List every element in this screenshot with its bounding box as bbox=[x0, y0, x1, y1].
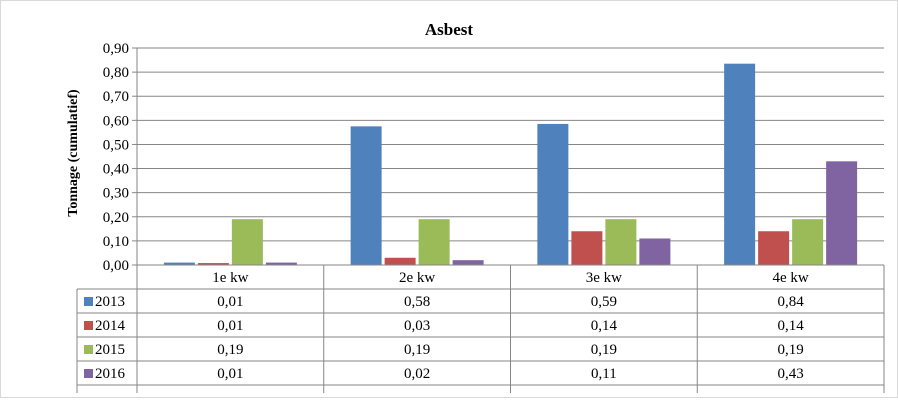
x-category-label: 3e kw bbox=[586, 270, 622, 286]
legend-swatch bbox=[84, 369, 93, 378]
y-tick-label: 0,40 bbox=[103, 162, 129, 178]
data-value-label: 0,19 bbox=[404, 342, 430, 358]
y-tick-label: 0,60 bbox=[103, 113, 129, 129]
bar bbox=[418, 219, 450, 265]
data-value-label: 0,58 bbox=[404, 294, 430, 310]
legend-swatch bbox=[84, 297, 93, 306]
y-axis-label: Tonnage (cumulatief) bbox=[66, 89, 81, 217]
data-value-label: 0,03 bbox=[404, 318, 430, 334]
y-tick-label: 0,20 bbox=[103, 210, 129, 226]
bar bbox=[639, 238, 671, 265]
y-tick-label: 0,30 bbox=[103, 186, 129, 202]
data-value-label: 0,19 bbox=[591, 342, 617, 358]
bar bbox=[452, 260, 484, 265]
x-category-label: 4e kw bbox=[773, 270, 809, 286]
data-value-label: 0,19 bbox=[778, 342, 804, 358]
bar bbox=[265, 262, 297, 265]
bar bbox=[826, 161, 858, 265]
data-value-label: 0,59 bbox=[591, 294, 617, 310]
bar bbox=[163, 262, 195, 265]
data-value-label: 0,14 bbox=[778, 318, 805, 334]
legend-label: 2014 bbox=[95, 318, 126, 334]
data-value-label: 0,01 bbox=[217, 366, 243, 382]
bar bbox=[537, 123, 569, 265]
legend-label: 2016 bbox=[95, 366, 126, 382]
legend-label: 2013 bbox=[95, 294, 125, 310]
y-tick-label: 0,10 bbox=[103, 234, 129, 250]
y-tick-label: 0,50 bbox=[103, 137, 129, 153]
bar bbox=[758, 231, 790, 265]
bars bbox=[163, 63, 858, 265]
data-value-label: 0,01 bbox=[217, 318, 243, 334]
bar bbox=[605, 219, 637, 265]
data-value-label: 0,11 bbox=[591, 366, 617, 382]
x-category-label: 2e kw bbox=[399, 270, 435, 286]
data-table: 1e kw 2e kw 3e kw 4e kw 2013 0,01 0,58 0,59 0,84… bbox=[76, 264, 885, 393]
bar bbox=[231, 219, 263, 265]
y-tick-label: 0,80 bbox=[103, 65, 129, 81]
data-value-label: 0,01 bbox=[217, 294, 243, 310]
y-axis-ticks: 0,00 0,10 0,20 0,30 0,40 0,50 0,60 0,70 0,80 0,90 bbox=[103, 41, 129, 274]
legend-swatch bbox=[84, 321, 93, 330]
data-value-label: 0,43 bbox=[778, 366, 804, 382]
data-value-label: 0,84 bbox=[778, 294, 805, 310]
bar bbox=[350, 126, 382, 265]
data-value-label: 0,02 bbox=[404, 366, 430, 382]
bar bbox=[792, 219, 824, 265]
data-value-label: 0,19 bbox=[217, 342, 243, 358]
legend-label: 2015 bbox=[95, 342, 125, 358]
chart-title: Asbest bbox=[425, 20, 474, 39]
x-category-label: 1e kw bbox=[212, 270, 248, 286]
bar bbox=[197, 263, 229, 265]
y-tick-label: 0,00 bbox=[103, 258, 129, 274]
bar bbox=[724, 63, 756, 265]
bar bbox=[384, 257, 416, 265]
legend-swatch bbox=[84, 345, 93, 354]
data-value-label: 0,14 bbox=[591, 318, 618, 334]
y-tick-label: 0,70 bbox=[103, 89, 129, 105]
bar bbox=[571, 231, 603, 265]
y-tick-label: 0,90 bbox=[103, 41, 129, 57]
